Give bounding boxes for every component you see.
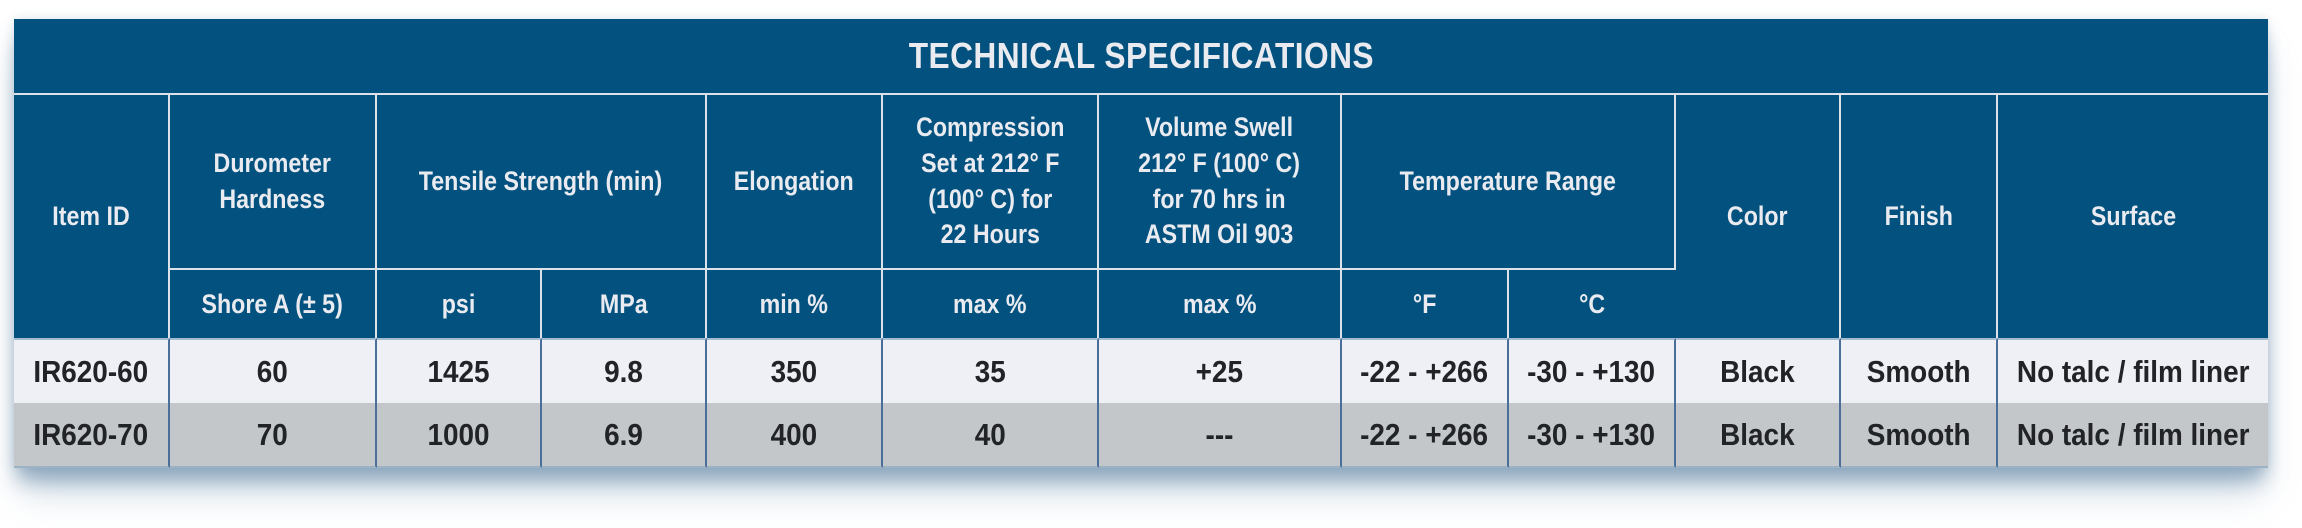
- value-finish: Smooth: [1866, 416, 1971, 452]
- cell-elongation: 400: [707, 403, 883, 468]
- value-item-id: IR620-70: [33, 416, 149, 452]
- subcol-mpa: MPa: [542, 268, 707, 338]
- subcol-temp-fahrenheit: °F: [1342, 268, 1509, 338]
- col-header-tensile-strength: Tensile Strength (min): [377, 95, 707, 268]
- title-row: TECHNICAL SPECIFICATIONS: [14, 19, 2269, 95]
- cell-psi: 1425: [377, 338, 542, 403]
- cell-mpa: 9.8: [542, 338, 707, 403]
- value-temp-celsius: -30 - +130: [1527, 416, 1656, 452]
- cell-color: Black: [1676, 403, 1841, 468]
- subcol-volume-swell-max-label: max %: [1182, 288, 1257, 319]
- cell-temp-fahrenheit: -22 - +266: [1342, 338, 1509, 403]
- value-psi: 1425: [427, 353, 490, 389]
- cell-durometer: 70: [170, 403, 377, 468]
- technical-specifications-table: TECHNICAL SPECIFICATIONS Item ID Duromet…: [14, 19, 2269, 468]
- value-durometer: 60: [256, 353, 289, 389]
- cell-surface: No talc / film liner: [1998, 338, 2269, 403]
- value-surface: No talc / film liner: [2016, 416, 2250, 452]
- col-header-item-id: Item ID: [14, 95, 170, 338]
- cell-mpa: 6.9: [542, 403, 707, 468]
- subcol-temp-celsius: °C: [1509, 268, 1676, 338]
- subcol-shore-a: Shore A (± 5): [170, 268, 377, 338]
- col-header-elongation-label: Elongation: [734, 166, 854, 196]
- value-temp-fahrenheit: -22 - +266: [1360, 353, 1489, 389]
- col-header-temperature-range: Temperature Range: [1342, 95, 1676, 268]
- table-title-cell: TECHNICAL SPECIFICATIONS: [14, 19, 2269, 95]
- col-header-compression-label: Compression Set at 212° F (100° C) for 2…: [915, 112, 1065, 250]
- value-temp-fahrenheit: -22 - +266: [1360, 416, 1489, 452]
- col-header-color: Color: [1676, 95, 1841, 338]
- value-color: Black: [1720, 416, 1795, 452]
- cell-psi: 1000: [377, 403, 542, 468]
- value-compression: 35: [974, 353, 1006, 389]
- cell-volume-swell: ---: [1099, 403, 1342, 468]
- cell-surface: No talc / film liner: [1998, 403, 2269, 468]
- col-header-elongation: Elongation: [707, 95, 883, 268]
- cell-color: Black: [1676, 338, 1841, 403]
- value-compression: 40: [974, 416, 1006, 452]
- value-color: Black: [1720, 353, 1795, 389]
- subcol-compression-max-label: max %: [953, 288, 1027, 319]
- col-header-surface-label: Surface: [2090, 201, 2176, 231]
- cell-item-id: IR620-60: [14, 338, 170, 403]
- table-body: IR620-60 60 1425 9.8 350 35 +25 -22 - +2…: [14, 338, 2269, 468]
- col-header-compression-set: Compression Set at 212° F (100° C) for 2…: [883, 95, 1099, 268]
- cell-temp-celsius: -30 - +130: [1509, 338, 1676, 403]
- cell-finish: Smooth: [1841, 338, 1998, 403]
- cell-compression: 40: [883, 403, 1099, 468]
- subcol-compression-max: max %: [883, 268, 1099, 338]
- col-header-color-label: Color: [1727, 201, 1788, 231]
- value-elongation: 350: [770, 353, 818, 389]
- value-mpa: 9.8: [604, 353, 643, 389]
- col-header-volume-swell: Volume Swell 212° F (100° C) for 70 hrs …: [1099, 95, 1342, 268]
- subcol-volume-swell-max: max %: [1099, 268, 1342, 338]
- cell-compression: 35: [883, 338, 1099, 403]
- subcol-elongation-min-label: min %: [759, 288, 829, 319]
- table-row-ir620-70: IR620-70 70 1000 6.9 400 40 --- -22 - +2…: [14, 403, 2269, 468]
- col-header-volume-swell-label: Volume Swell 212° F (100° C) for 70 hrs …: [1138, 112, 1301, 250]
- cell-finish: Smooth: [1841, 403, 1998, 468]
- value-item-id: IR620-60: [33, 353, 149, 389]
- subcol-temp-celsius-label: °C: [1579, 288, 1606, 319]
- col-header-temperature-range-label: Temperature Range: [1399, 166, 1617, 196]
- col-header-durometer-hardness: Durometer Hardness: [170, 95, 377, 268]
- sub-header-row: Shore A (± 5) psi MPa min % max % max %: [14, 268, 2268, 338]
- value-finish: Smooth: [1866, 353, 1971, 389]
- value-volume-swell: +25: [1195, 353, 1244, 389]
- value-volume-swell: ---: [1205, 416, 1234, 452]
- table-row-ir620-60: IR620-60 60 1425 9.8 350 35 +25 -22 - +2…: [14, 338, 2269, 403]
- cell-volume-swell: +25: [1099, 338, 1342, 403]
- value-mpa: 6.9: [604, 416, 643, 452]
- table-header: TECHNICAL SPECIFICATIONS Item ID Duromet…: [14, 19, 2269, 338]
- subcol-mpa-label: MPa: [599, 288, 648, 319]
- col-header-item-id-label: Item ID: [52, 201, 130, 231]
- cell-temp-celsius: -30 - +130: [1509, 403, 1676, 468]
- value-durometer: 70: [256, 416, 289, 452]
- subcol-psi: psi: [377, 268, 542, 338]
- col-header-tensile-label: Tensile Strength (min): [419, 166, 663, 196]
- cell-temp-fahrenheit: -22 - +266: [1342, 403, 1509, 468]
- col-header-finish-label: Finish: [1884, 201, 1953, 231]
- value-elongation: 400: [770, 416, 818, 452]
- cell-durometer: 60: [170, 338, 377, 403]
- main-header-row: Item ID Durometer Hardness Tensile Stren…: [14, 95, 2269, 338]
- subcol-psi-label: psi: [441, 288, 476, 319]
- subcol-shore-a-label: Shore A (± 5): [201, 288, 344, 319]
- value-surface: No talc / film liner: [2016, 353, 2250, 389]
- value-psi: 1000: [427, 416, 490, 452]
- col-header-durometer-label: Durometer Hardness: [213, 147, 332, 214]
- value-temp-celsius: -30 - +130: [1527, 353, 1656, 389]
- page-title: TECHNICAL SPECIFICATIONS: [908, 35, 1374, 76]
- col-header-finish: Finish: [1841, 95, 1998, 338]
- cell-item-id: IR620-70: [14, 403, 170, 468]
- subcol-elongation-min: min %: [707, 268, 883, 338]
- subcol-temp-fahrenheit-label: °F: [1412, 288, 1437, 319]
- cell-elongation: 350: [707, 338, 883, 403]
- col-header-surface: Surface: [1998, 95, 2269, 338]
